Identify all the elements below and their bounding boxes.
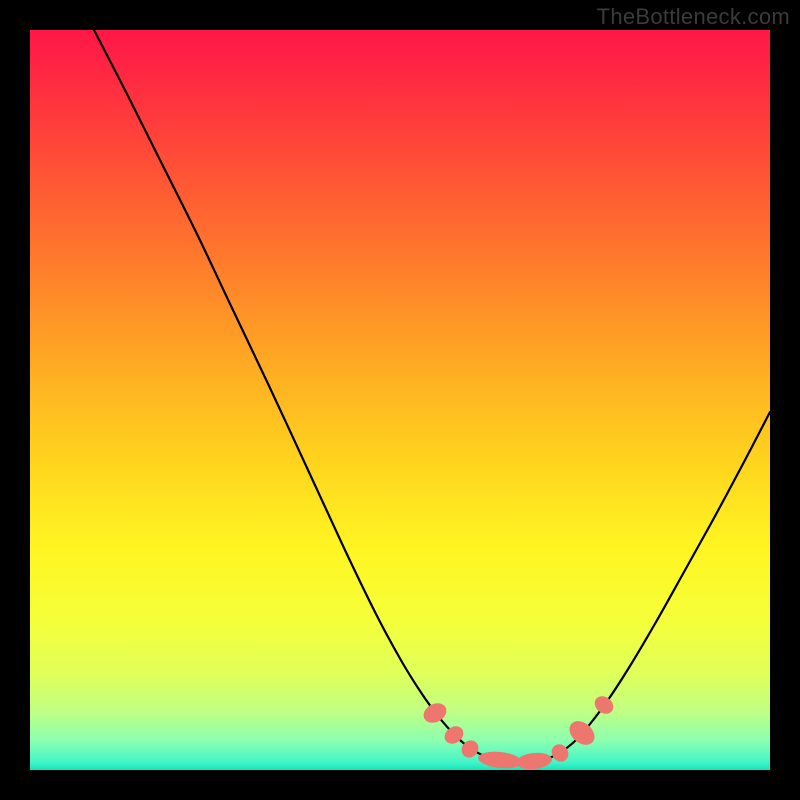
plot-area	[30, 30, 770, 770]
chart-root: TheBottleneck.com	[0, 0, 800, 800]
watermark-text: TheBottleneck.com	[597, 4, 790, 30]
bottleneck-chart	[30, 30, 770, 770]
